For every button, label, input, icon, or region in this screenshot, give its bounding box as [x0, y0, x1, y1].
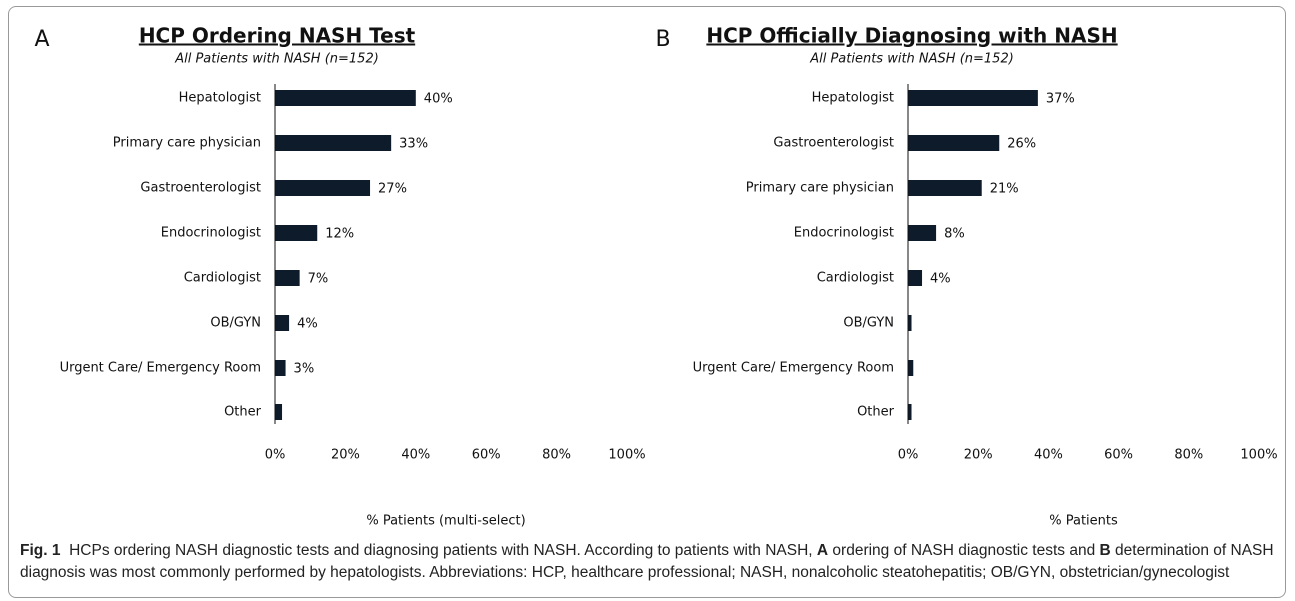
- category-label: OB/GYN: [210, 316, 261, 331]
- bar: [275, 315, 290, 331]
- bar: [275, 404, 283, 420]
- bar: [275, 90, 416, 106]
- caption-run: A: [816, 542, 829, 559]
- caption: Fig. 1 HCPs ordering NASH diagnostic tes…: [20, 540, 1275, 584]
- chart-title: HCP Ordering NASH Test: [139, 24, 416, 48]
- bar: [908, 404, 912, 420]
- x-tick-label: 0%: [265, 448, 286, 463]
- chart: A HCP Ordering NASH Test All Patients with…: [34, 24, 1277, 529]
- x-tick-label: 100%: [608, 448, 645, 463]
- x-tick-label: 0%: [898, 448, 919, 463]
- panel-label: B: [655, 27, 670, 52]
- caption-run: B: [1099, 542, 1111, 559]
- category-label: Urgent Care/ Emergency Room: [693, 361, 894, 376]
- value-label: 21%: [990, 182, 1019, 197]
- bar: [275, 135, 392, 151]
- category-label: Gastroenterologist: [773, 136, 894, 151]
- bar: [908, 135, 1000, 151]
- category-label: Primary care physician: [113, 136, 261, 151]
- bar: [908, 180, 982, 196]
- bar: [908, 90, 1038, 106]
- caption-run: Fig. 1: [20, 542, 61, 559]
- value-label: 3%: [294, 362, 315, 377]
- chart-title: HCP Officially Diagnosing with NASH: [706, 24, 1117, 48]
- category-label: Urgent Care/ Emergency Room: [60, 361, 261, 376]
- value-label: 4%: [297, 317, 318, 332]
- value-label: 27%: [378, 182, 407, 197]
- x-tick-label: 20%: [964, 448, 993, 463]
- caption-run: HCPs ordering NASH diagnostic tests and …: [60, 542, 817, 559]
- bar: [908, 360, 914, 376]
- bar: [908, 315, 912, 331]
- bar: [275, 360, 286, 376]
- x-axis-label: % Patients: [1049, 514, 1118, 529]
- category-label: Cardiologist: [184, 271, 261, 286]
- x-tick-label: 40%: [1034, 448, 1063, 463]
- category-label: Endocrinologist: [161, 226, 261, 241]
- category-label: Other: [224, 405, 262, 420]
- category-label: Other: [857, 405, 895, 420]
- value-label: 12%: [325, 227, 354, 242]
- panel-label: A: [34, 27, 49, 52]
- chart-subtitle: All Patients with NASH (n=152): [174, 52, 379, 67]
- category-label: OB/GYN: [843, 316, 894, 331]
- bar: [275, 225, 318, 241]
- figure-frame: [8, 6, 1286, 598]
- category-label: Cardiologist: [817, 271, 894, 286]
- chart-subtitle: All Patients with NASH (n=152): [809, 52, 1014, 67]
- value-label: 4%: [930, 272, 951, 287]
- value-label: 37%: [1046, 92, 1075, 107]
- value-label: 8%: [944, 227, 965, 242]
- bar: [275, 270, 300, 286]
- x-tick-label: 80%: [542, 448, 571, 463]
- category-label: Endocrinologist: [794, 226, 894, 241]
- x-tick-label: 20%: [331, 448, 360, 463]
- category-label: Hepatologist: [179, 91, 261, 106]
- value-label: 26%: [1007, 137, 1036, 152]
- bar: [908, 225, 937, 241]
- bar: [275, 180, 371, 196]
- value-label: 40%: [424, 92, 453, 107]
- x-axis-label: % Patients (multi-select): [366, 514, 525, 529]
- value-label: 7%: [308, 272, 329, 287]
- x-tick-label: 80%: [1174, 448, 1203, 463]
- bar: [908, 270, 923, 286]
- x-tick-label: 60%: [1104, 448, 1133, 463]
- value-label: 33%: [399, 137, 428, 152]
- x-tick-label: 60%: [472, 448, 501, 463]
- category-label: Hepatologist: [812, 91, 894, 106]
- x-tick-label: 40%: [401, 448, 430, 463]
- category-label: Primary care physician: [746, 181, 894, 196]
- caption-run: ordering of NASH diagnostic tests and: [828, 542, 1100, 559]
- x-tick-label: 100%: [1240, 448, 1277, 463]
- caption-run: determination of NASH diagnosis was most…: [20, 542, 1278, 581]
- category-label: Gastroenterologist: [140, 181, 261, 196]
